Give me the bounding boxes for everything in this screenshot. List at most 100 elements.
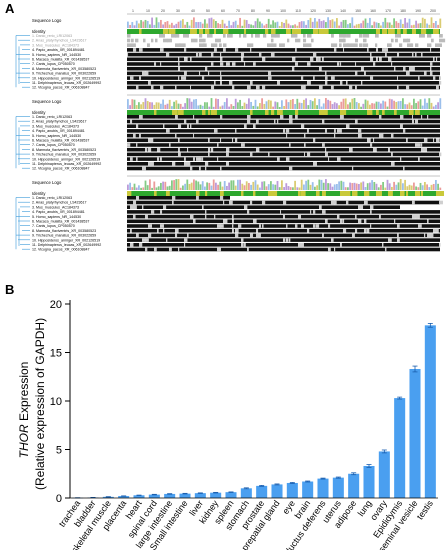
logo-column — [307, 20, 310, 28]
alignment-gap — [136, 143, 138, 147]
logo-column — [353, 25, 356, 28]
logo-column — [388, 22, 391, 28]
identity-variable — [382, 29, 388, 34]
alignment-gap — [178, 66, 181, 71]
alignment-gap — [304, 85, 306, 90]
logo-column — [210, 98, 213, 109]
sequence-name: 10. Hipposideros_armiger_XR_002126519 — [32, 157, 100, 161]
logo-column — [285, 99, 288, 109]
logo-column — [292, 25, 294, 28]
logo-column — [298, 102, 301, 109]
logo-column — [140, 20, 142, 28]
ruler-mark: 60 — [221, 9, 225, 13]
logo-column — [243, 102, 246, 109]
alignment-gap — [157, 157, 160, 161]
alignment-gap — [355, 85, 357, 90]
alignment-gap — [148, 233, 152, 238]
alignment-gap — [427, 219, 429, 224]
identity-variable — [388, 191, 393, 196]
alignment-gap — [373, 147, 377, 152]
alignment-gap — [355, 71, 358, 76]
logo-column — [217, 99, 219, 109]
alignment-gap — [250, 200, 253, 205]
alignment-gap — [421, 143, 423, 147]
alignment-gap — [256, 233, 260, 238]
alignment-gap — [412, 119, 415, 124]
logo-column — [270, 100, 272, 109]
logo-column — [193, 99, 195, 109]
alignment-row — [127, 152, 440, 157]
identity-variable — [301, 191, 306, 196]
identity-variable — [322, 191, 326, 196]
logo-column — [254, 180, 257, 190]
alignment-gap — [412, 214, 416, 219]
logo-column — [369, 17, 371, 28]
alignment-gap — [268, 152, 270, 157]
logo-column — [221, 105, 224, 109]
alignment-row — [127, 81, 440, 85]
alignment-block — [439, 38, 446, 43]
alignment-gap — [313, 76, 315, 80]
logo-column — [241, 183, 244, 190]
logo-column — [432, 106, 435, 109]
logo-column — [336, 18, 338, 28]
ruler-mark: 70 — [236, 9, 240, 13]
logo-column — [347, 24, 349, 28]
alignment-block — [343, 43, 349, 47]
logo-column — [226, 25, 228, 28]
alignment-gap — [205, 214, 207, 219]
alignment-gap — [220, 166, 222, 171]
y-tick-label: 20 — [50, 299, 62, 311]
logo-column — [138, 185, 140, 190]
alignment-gap — [364, 200, 368, 205]
identity-bar — [127, 191, 440, 196]
logo-column — [283, 106, 285, 109]
logo-column — [212, 19, 215, 28]
alignment-gap — [397, 76, 399, 80]
alignment-block — [399, 43, 403, 47]
logo-column — [204, 186, 206, 190]
logo-column — [256, 184, 259, 190]
identity-variable — [322, 110, 328, 115]
alignment-gap — [307, 81, 311, 85]
alignment-gap — [325, 129, 328, 133]
alignment-gap — [433, 228, 437, 233]
logo-column — [338, 181, 340, 190]
logo-column — [281, 180, 283, 190]
logo-column — [351, 17, 354, 28]
alignment-gap — [364, 71, 366, 76]
identity-variable — [268, 191, 274, 196]
logo-column — [267, 184, 270, 190]
alignment-gap — [196, 196, 199, 200]
alignment-gap — [130, 119, 133, 124]
identity-variable — [316, 191, 320, 196]
alignment-gap — [313, 210, 316, 214]
logo-column — [221, 19, 224, 28]
alignment-row — [127, 52, 440, 57]
logo-column — [197, 181, 200, 190]
logo-column — [355, 102, 358, 109]
identity-label: Identity — [32, 110, 46, 115]
identity-variable — [205, 191, 208, 196]
alignment-gap — [379, 115, 382, 119]
alignment-gap — [259, 52, 262, 57]
logo-column — [276, 181, 279, 190]
logo-column — [149, 102, 151, 109]
alignment-gap — [298, 243, 302, 247]
alignment-gap — [193, 157, 196, 161]
logo-column — [419, 99, 422, 109]
logo-column — [149, 179, 151, 190]
alignment-gap — [130, 76, 134, 80]
logo-column — [160, 19, 162, 28]
logo-column — [349, 102, 351, 109]
alignment-block — [267, 43, 274, 47]
alignment-row — [127, 62, 440, 66]
sequence-name: 9. Trichechus_manatus_XR_003022659 — [32, 153, 96, 157]
alignment-gap — [304, 143, 306, 147]
sequence-name: 3. Mus_musculus_AC184373 — [32, 124, 79, 128]
logo-column — [333, 184, 336, 190]
identity-variable — [208, 110, 211, 115]
alignment-gap — [328, 224, 331, 228]
alignment-gap — [334, 129, 336, 133]
alignment-gap — [145, 238, 149, 242]
